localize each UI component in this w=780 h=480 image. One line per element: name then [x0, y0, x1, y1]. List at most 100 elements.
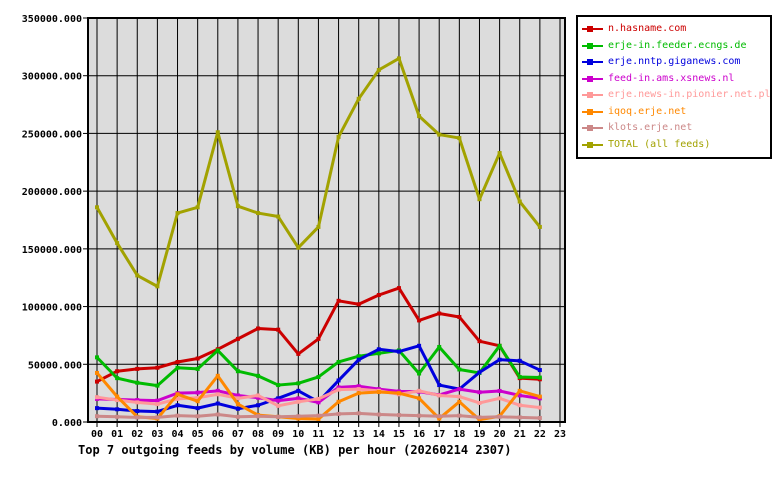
data-point-marker [356, 302, 361, 307]
data-point-marker [437, 393, 442, 398]
data-point-marker [256, 414, 261, 419]
data-point-marker [296, 416, 301, 421]
data-point-marker [497, 414, 502, 419]
x-tick-label: 22 [534, 429, 546, 440]
legend-item-7: klots.erje.net [582, 120, 768, 137]
legend-label: erje-in.feeder.ecngs.de [608, 39, 747, 51]
data-point-marker [155, 284, 160, 289]
data-point-marker [396, 286, 401, 291]
x-tick-label: 15 [393, 429, 405, 440]
data-point-marker [537, 405, 542, 410]
data-point-marker [296, 388, 301, 393]
x-tick-label: 01 [111, 429, 123, 440]
x-tick-label: 00 [91, 429, 103, 440]
data-point-marker [235, 204, 240, 209]
data-point-marker [115, 369, 120, 374]
data-point-marker [376, 351, 381, 356]
data-point-marker [356, 411, 361, 416]
data-point-marker [215, 373, 220, 378]
data-point-marker [336, 359, 341, 364]
series-erje-in.feeder.ecngs.de [95, 343, 542, 388]
data-point-marker [235, 396, 240, 401]
data-point-marker [336, 387, 341, 392]
data-point-marker [95, 395, 99, 400]
data-point-marker [296, 414, 301, 419]
data-point-marker [396, 56, 401, 61]
data-point-marker [457, 387, 462, 392]
data-point-marker [175, 413, 180, 418]
data-point-marker [497, 343, 502, 348]
x-tick-label: 08 [252, 429, 264, 440]
x-tick-label: 14 [373, 429, 385, 440]
data-point-marker [537, 375, 542, 380]
data-point-marker [356, 387, 361, 392]
data-point-marker [155, 402, 160, 407]
data-point-marker [276, 383, 281, 388]
x-tick-label: 21 [514, 429, 526, 440]
data-point-marker [235, 414, 240, 419]
legend-label: erje.nntp.giganews.com [608, 56, 741, 68]
data-point-marker [396, 413, 401, 418]
x-tick-label: 05 [192, 429, 204, 440]
data-point-marker [517, 403, 522, 408]
legend-line-sample-icon [582, 141, 603, 149]
data-point-marker [235, 406, 240, 411]
legend-line-sample-icon [582, 42, 603, 50]
data-point-marker [276, 214, 281, 219]
data-point-marker [376, 347, 381, 352]
data-point-marker [195, 399, 200, 404]
data-point-marker [477, 417, 482, 422]
data-point-marker [115, 414, 120, 419]
legend-item-8: TOTAL (all feeds) [582, 137, 768, 154]
y-tick-label: 200000.000 [22, 187, 82, 198]
data-point-marker [477, 415, 482, 420]
data-point-marker [477, 339, 482, 344]
data-point-marker [376, 412, 381, 417]
data-point-marker [135, 366, 140, 371]
y-tick-label: 250000.000 [22, 129, 82, 140]
data-point-marker [457, 136, 462, 141]
data-point-marker [215, 412, 220, 417]
data-point-marker [256, 211, 261, 216]
data-point-marker [296, 381, 301, 386]
series-klots.erje.net [95, 411, 542, 420]
y-tick-label: 150000.000 [22, 245, 82, 256]
data-point-marker [356, 391, 361, 396]
data-point-marker [256, 403, 261, 408]
data-point-marker [135, 380, 140, 385]
data-point-marker [195, 366, 200, 371]
x-tick-label: 16 [413, 429, 425, 440]
data-point-marker [537, 368, 542, 373]
legend-item-1: n.hasname.com [582, 21, 768, 38]
data-point-marker [477, 370, 482, 375]
data-point-marker [155, 365, 160, 370]
data-point-marker [316, 336, 321, 341]
data-point-marker [155, 398, 160, 403]
data-point-marker [537, 224, 542, 229]
data-point-marker [396, 391, 401, 396]
data-point-marker [537, 415, 542, 420]
data-point-marker [517, 374, 522, 379]
data-point-marker [417, 371, 422, 376]
data-point-marker [417, 388, 422, 393]
legend-line-sample-icon [582, 108, 603, 116]
data-point-marker [437, 132, 442, 137]
data-point-marker [296, 399, 301, 404]
data-point-marker [497, 151, 502, 156]
gridlines [83, 17, 565, 427]
data-point-marker [537, 394, 542, 399]
data-point-marker [316, 224, 321, 229]
data-point-marker [497, 357, 502, 362]
data-point-marker [256, 326, 261, 331]
data-point-marker [175, 211, 180, 216]
data-point-marker [175, 365, 180, 370]
x-tick-label: 17 [433, 429, 445, 440]
legend-label: iqoq.erje.net [608, 105, 687, 117]
data-point-marker [396, 349, 401, 354]
x-tick-label: 04 [171, 429, 183, 440]
x-tick-label: 20 [494, 429, 506, 440]
x-tick-label: 03 [151, 429, 163, 440]
data-point-marker [497, 396, 502, 401]
x-axis-labels: 00 01 02 03 04 05 06 07 08 09 10 11 12 13 14 15 16 17 18 19… [91, 429, 566, 440]
